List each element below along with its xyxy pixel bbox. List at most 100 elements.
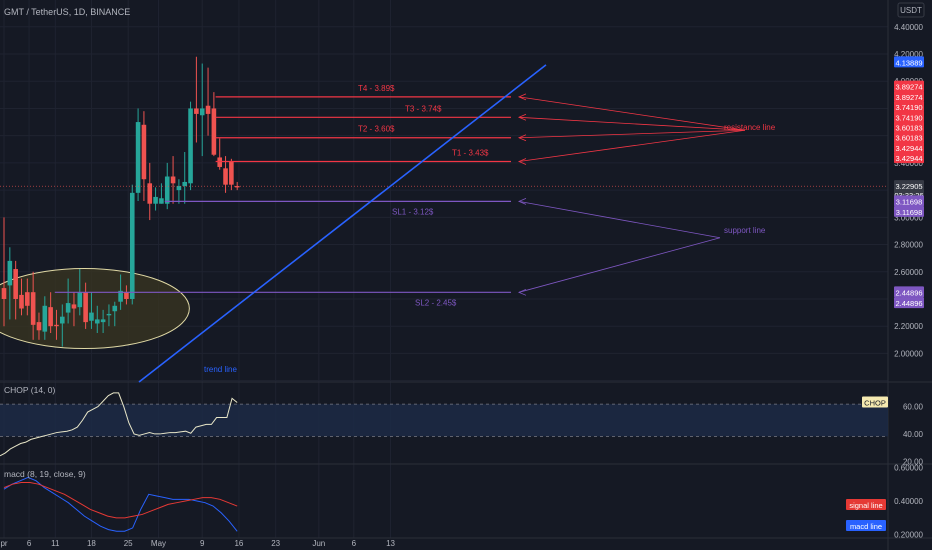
candle-down: [19, 294, 24, 309]
support-pointer-line: [518, 237, 721, 293]
price-label-badge: [894, 205, 924, 217]
price-label-badge: [894, 56, 924, 68]
chop-tag-text: CHOP: [864, 399, 886, 408]
candle-up: [135, 122, 141, 193]
support-pointer-arrowhead: [517, 198, 527, 205]
candle-down: [83, 292, 88, 323]
resistance-pointer-arrowhead: [517, 158, 527, 165]
price-label-text: 3.11698: [896, 197, 923, 206]
price-tick-label: 2.80000: [894, 241, 923, 250]
candle-down: [36, 322, 42, 331]
price-label-badge: [894, 195, 924, 207]
symbol-title: GMT / TetherUS, 1D, BINANCE: [4, 7, 130, 17]
price-label-text: 3.42944: [895, 154, 922, 163]
candle-down: [217, 157, 223, 167]
resistance-line-note: resistance line: [724, 123, 776, 132]
candle-down: [1, 288, 7, 299]
candle-up: [176, 186, 182, 191]
candlestick-series: [0, 56, 888, 347]
resistance-pointer-line: [518, 129, 746, 162]
candle-down: [25, 292, 30, 306]
chop-line: [0, 392, 238, 457]
drawing-lines[interactable]: T4 - 3.89$ T3 - 3.74$ T2 - 3.60$ T1 - 3.43$…: [54, 64, 746, 383]
time-tick-label: 6: [27, 539, 32, 548]
candle-up: [65, 303, 71, 313]
macd-line-badge: [846, 520, 886, 531]
support-pointer-arrowhead: [517, 288, 527, 296]
trend-line-note: trend line: [204, 365, 237, 374]
candle-down: [194, 108, 199, 114]
resistance-pointer-line: [518, 116, 746, 131]
trend-line: [138, 64, 547, 383]
candle-down: [211, 108, 217, 155]
price-tick-label: 2.00000: [894, 349, 923, 358]
price-label-badge: [894, 90, 924, 102]
candle-up: [164, 176, 170, 204]
time-tick-label: May: [151, 539, 166, 548]
signal-line-badge: [846, 499, 886, 510]
resistance-pointer-line: [518, 96, 746, 131]
time-tick-label: Jun: [312, 539, 325, 548]
candle-up: [199, 108, 205, 116]
price-label-badge: [894, 121, 924, 133]
time-tick-label: 13: [386, 539, 395, 548]
chop-tick-label: 60.00: [903, 403, 924, 412]
price-label-badge: [894, 152, 924, 164]
chop-tick-label: 20.00: [903, 457, 924, 466]
candle-down: [147, 183, 153, 204]
chop-title: CHOP (14, 0): [4, 385, 56, 395]
macd-tick-label: 0.20000: [894, 531, 923, 540]
time-tick-label: 18: [87, 539, 96, 548]
consolidation-ellipse: [0, 268, 190, 349]
macd-tick-label: 0.60000: [894, 463, 923, 472]
consolidation-ellipse-layer: [0, 268, 190, 349]
price-tick-label: 2.20000: [894, 322, 923, 331]
time-tick-label: 16: [234, 539, 243, 548]
candle-up: [77, 292, 83, 308]
candle-up: [112, 305, 118, 312]
time-tick-label: 25: [124, 539, 133, 548]
candle-down: [30, 292, 36, 325]
macd-series-line: [3, 476, 238, 532]
currency-badge: [897, 2, 925, 18]
candle-up: [60, 316, 65, 324]
price-tick-label: 4.40000: [894, 23, 923, 32]
resistance-pointer-arrowhead: [517, 93, 527, 101]
macd-series-line: [3, 482, 238, 519]
price-label-text: 3.74190: [895, 113, 922, 122]
candle-down: [205, 105, 211, 114]
signal-line-badge-text: signal line: [849, 501, 882, 510]
time-tick-label: 23: [271, 539, 280, 548]
price-label-badge: [894, 131, 924, 143]
price-tick-label: 3.40000: [894, 159, 923, 168]
price-label-text: 3.60183: [895, 124, 922, 133]
resistance-level-label: T3 - 3.74$: [405, 104, 442, 113]
price-tick-label: 2.60000: [894, 268, 923, 277]
resistance-level-label: T2 - 3.60$: [358, 125, 395, 134]
time-tick-label: 6: [352, 539, 357, 548]
support-level-label: SL2 - 2.45$: [415, 298, 457, 307]
price-label-badge: [894, 180, 924, 192]
price-label-text: 3.11698: [896, 208, 923, 217]
price-label-text: 4.13889: [895, 58, 922, 67]
macd-tick-label: 0.40000: [894, 497, 923, 506]
candle-down: [71, 304, 77, 309]
macd-pane: 0.60000 0.40000 0.20000 signal line macd lin…: [3, 463, 924, 540]
candle-up: [129, 192, 135, 299]
price-label-text: 3.74190: [895, 103, 922, 112]
support-level-label: SL1 - 3.12$: [392, 207, 434, 216]
axes: 4.400004.200004.000003.800003.600003.400…: [0, 23, 924, 548]
price-label-text: 3.42944: [895, 144, 922, 153]
candle-down: [141, 124, 147, 180]
candle-up: [89, 312, 94, 321]
candle-down: [223, 168, 228, 185]
price-label-text: 03:33:26: [894, 191, 923, 200]
resistance-pointer-arrowhead: [517, 134, 527, 142]
chop-tag-badge: [862, 396, 888, 408]
candle-up: [159, 198, 164, 204]
candle-up: [153, 196, 158, 204]
candle-down: [48, 307, 53, 327]
